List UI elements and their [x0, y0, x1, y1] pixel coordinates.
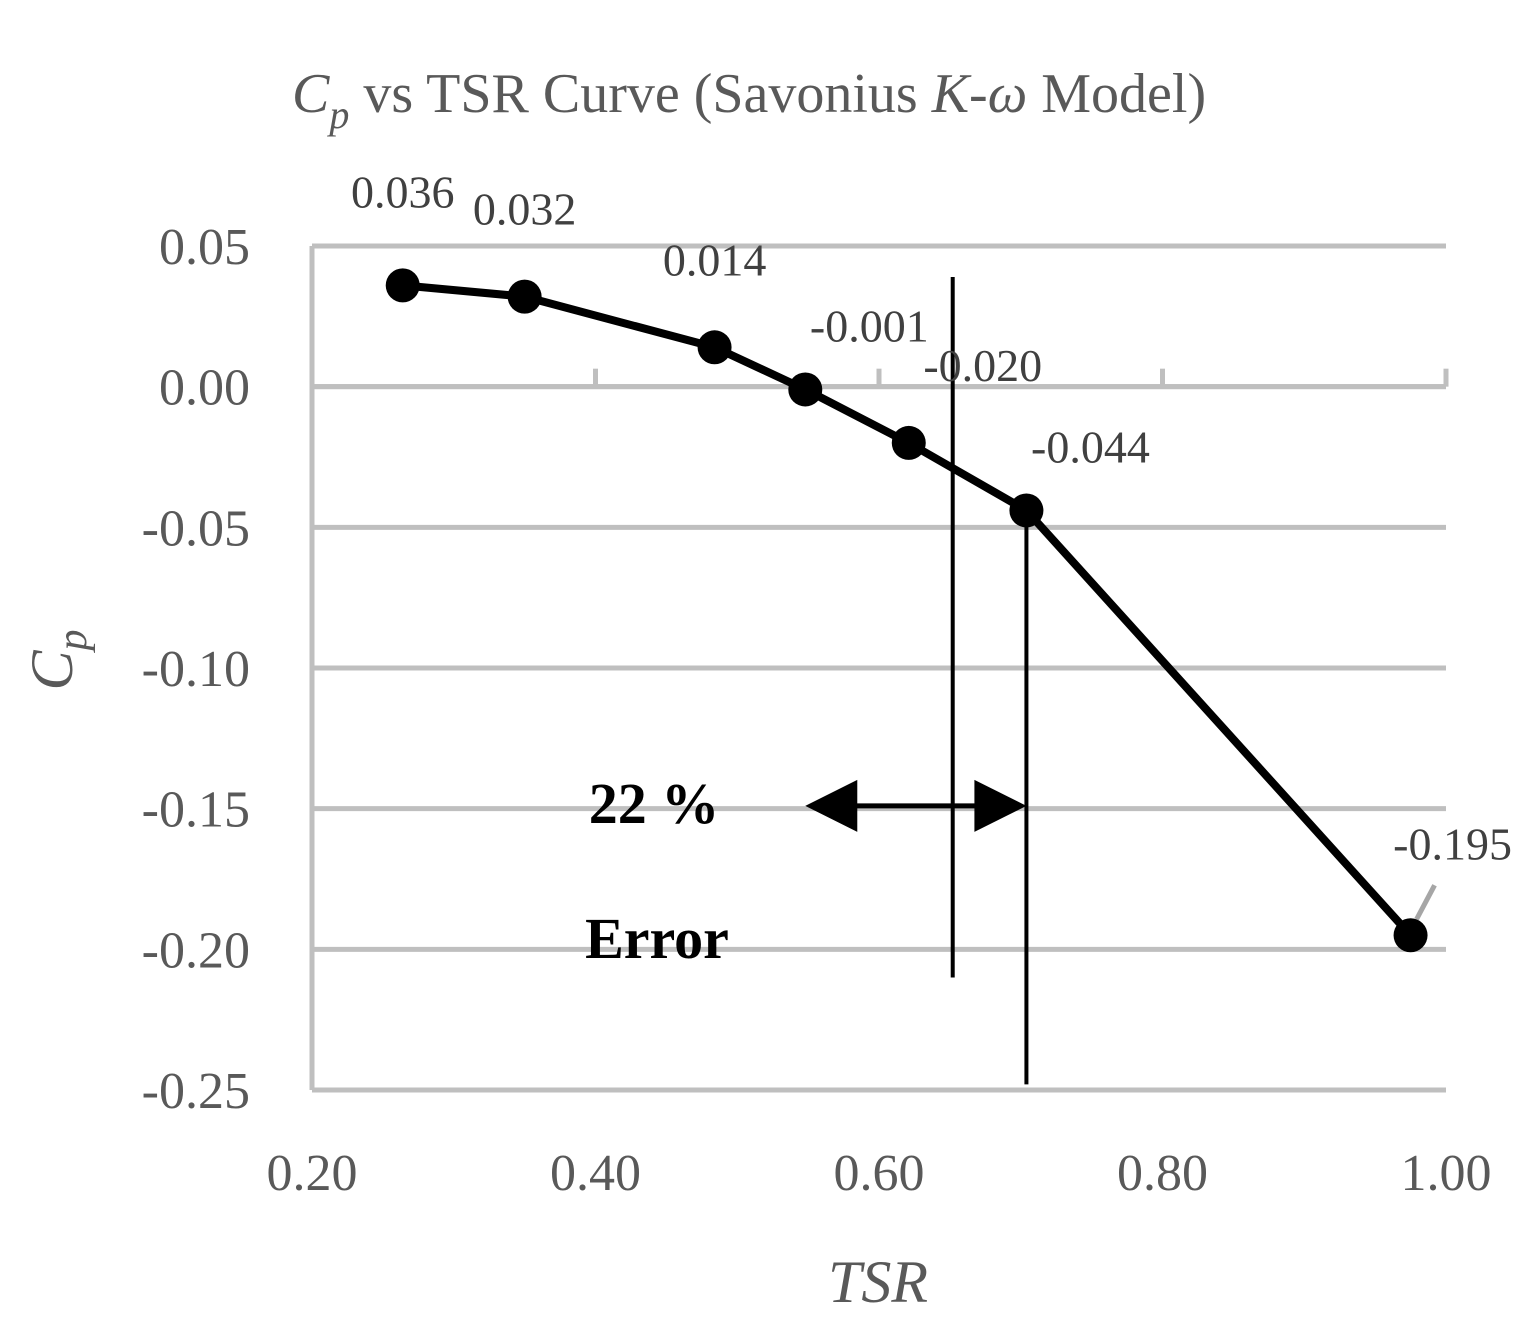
- y-tick-label: -0.10: [142, 641, 250, 698]
- x-tick-label: 0.80: [1117, 1145, 1208, 1202]
- x-tick-label: 0.60: [834, 1145, 925, 1202]
- data-label: -0.001: [810, 300, 929, 351]
- error-annotation: [805, 276, 1029, 1085]
- data-point-marker: [385, 268, 420, 303]
- y-axis-label-main: C: [19, 650, 85, 691]
- error-word-label: Error: [585, 906, 729, 971]
- error-arrow-head-right: [974, 779, 1027, 832]
- y-tick-label: 0.05: [159, 219, 250, 276]
- error-arrow-head-left: [805, 779, 858, 832]
- data-label: 0.036: [351, 166, 455, 217]
- y-axis-label-sub: p: [50, 629, 96, 653]
- data-point-marker: [1393, 918, 1428, 953]
- title-middle: vs TSR Curve (Savonius: [349, 63, 931, 125]
- x-tick-label: 1.00: [1401, 1145, 1492, 1202]
- y-tick-label: -0.15: [142, 782, 250, 839]
- series-line: [402, 281, 1414, 938]
- chart-title: Cp vs TSR Curve (Savonius K-ω Model): [292, 63, 1206, 137]
- data-labels: 0.036 0.032 0.014 -0.001-0.020 -0.044 -0.195: [351, 166, 1512, 921]
- y-axis-label: Cp: [19, 629, 96, 690]
- data-point-marker: [507, 279, 542, 314]
- error-percent-label: 22 %: [589, 771, 720, 836]
- title-cp-main: C: [292, 63, 330, 125]
- series-cp: [385, 268, 1428, 953]
- data-point-marker: [788, 372, 823, 407]
- y-tick-label: -0.25: [142, 1063, 250, 1120]
- data-point-marker: [697, 330, 732, 365]
- data-label: 0.032: [473, 184, 577, 235]
- x-tick-label: 0.20: [267, 1145, 358, 1202]
- data-label-leader-line: [1414, 884, 1437, 921]
- y-tick-label: -0.05: [142, 500, 250, 557]
- x-tick-labels: 0.20 0.40 0.60 0.80 1.00: [267, 1145, 1492, 1202]
- x-axis-label: TSR: [828, 1249, 928, 1315]
- title-end: Model): [1027, 63, 1206, 125]
- data-point-marker: [891, 425, 926, 460]
- x-tick-label: 0.40: [550, 1145, 641, 1202]
- data-point-marker: [1009, 493, 1044, 528]
- data-label: 0.014: [663, 234, 767, 285]
- y-tick-label: 0.00: [159, 360, 250, 417]
- data-label: -0.020: [923, 340, 1042, 391]
- title-model: K-ω: [931, 63, 1028, 125]
- title-cp-sub: p: [326, 92, 349, 137]
- data-label: -0.044: [1031, 421, 1150, 472]
- y-tick-label: -0.20: [142, 922, 250, 979]
- data-label: -0.195: [1393, 818, 1512, 869]
- axes: [309, 246, 1449, 1090]
- y-tick-labels: 0.05 0.00 -0.05 -0.10 -0.15 -0.20 -0.25: [142, 219, 250, 1120]
